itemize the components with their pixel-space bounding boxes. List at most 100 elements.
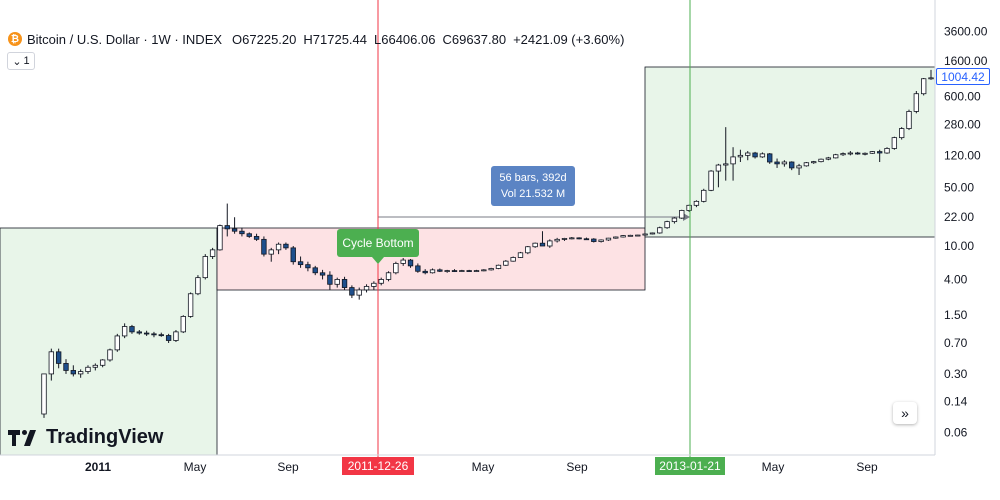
candle [481,269,487,272]
price-tick-label: 600.00 [944,90,981,104]
candle-body [547,240,553,247]
time-tick-label: May [472,460,495,474]
candle [327,271,333,290]
ohlc-values: O67225.20 H71725.44 L66406.06 C69637.80 … [232,32,624,47]
candle [239,227,245,237]
candle-body [70,370,76,375]
candle-body [165,335,172,341]
candle-body [371,282,377,287]
interval-toggle-button[interactable]: ⌄ 1 [7,52,35,70]
candle [825,156,832,161]
candle [261,236,267,257]
candle-body [41,373,47,415]
candle-body [532,242,538,248]
candle-body [195,277,201,295]
measure-arrowhead [683,213,690,221]
candle [679,209,685,219]
candle-body [642,233,648,236]
candle-body [737,154,744,158]
date-badge-red[interactable]: 2011-12-26 [342,457,414,475]
candle-body [407,259,414,267]
candle-body [510,257,516,262]
candle [906,109,912,131]
candle [488,267,494,271]
candle [136,330,142,335]
candle-body [481,269,487,272]
candle-body [920,78,927,95]
candle [862,152,868,156]
candle-body [811,161,817,164]
candle-body [561,238,568,240]
candle-body [620,235,626,238]
candle [209,247,216,260]
candle [231,217,238,234]
candle-body [283,243,289,249]
candle-body [239,230,245,235]
candle-body [664,221,670,229]
candle-body [583,238,590,241]
symbol-title[interactable]: Bitcoin / U.S. Dollar · 1W · INDEX [27,31,223,47]
candle [107,348,113,362]
candle [473,269,480,273]
candle [884,147,890,154]
candle-body [671,217,678,223]
candle [877,149,883,162]
candle [547,239,553,248]
tradingview-logo[interactable]: TradingView [8,426,163,449]
candle [371,281,377,290]
candle-body [774,161,780,165]
candle [701,188,707,203]
candle-body [488,268,494,271]
candle [253,233,260,241]
candle [708,170,714,192]
cycle-bottom-label[interactable]: Cycle Bottom [337,229,419,257]
candle-body [825,157,832,160]
candle [503,260,509,266]
candle [767,152,773,164]
candle [444,269,450,273]
candle [847,151,854,156]
candle-body [451,270,458,272]
candle [63,359,69,374]
candle [246,232,252,238]
time-axis[interactable]: 2011 May Sep May Sep May Sep [85,460,878,474]
candle-body [224,225,230,230]
candle [195,275,201,296]
candle [92,363,98,371]
candle [796,163,802,176]
candle [129,324,135,334]
candle [495,264,502,270]
candle [561,237,568,241]
candle [899,127,905,140]
candle [811,160,817,164]
chevron-down-icon: ⌄ [12,55,22,68]
candle-body [679,210,685,219]
candle [85,365,91,374]
candle [635,234,641,237]
scroll-to-realtime-button[interactable]: » [893,402,917,424]
price-tick-label: 10.00 [944,239,974,253]
candle [143,330,150,336]
candle-body [378,279,384,284]
candle-body [290,247,296,263]
candle-body [180,316,186,333]
candle-body [715,164,722,172]
candle [803,162,810,167]
candle-body [363,286,370,291]
candle [187,292,194,318]
price-axis[interactable]: 3600.00 1600.00 600.00 280.00 120.00 50.00 22.… [944,24,988,439]
candle-body [605,237,612,241]
candle [297,256,304,268]
date-badge-green[interactable]: 2013-01-21 [655,457,725,475]
candle [99,359,106,368]
candle [319,269,326,280]
candle-body [246,233,252,237]
candle [569,236,575,240]
candle [745,151,751,161]
candle-body [928,77,934,80]
candle [77,369,84,378]
candle [920,78,927,96]
candle-body [121,326,128,337]
candle-body [173,331,179,341]
